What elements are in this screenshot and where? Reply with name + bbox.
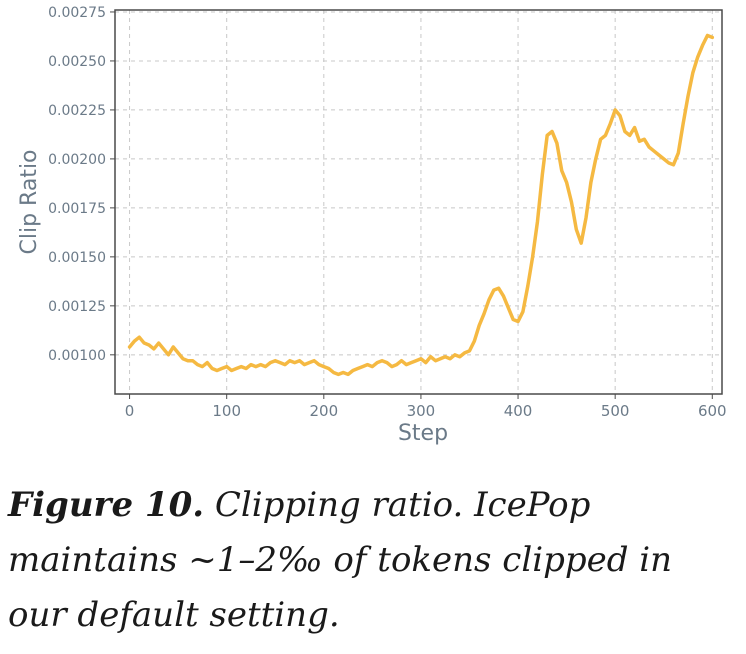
x-axis-ticks: 0 100 200 300 400 500 600 <box>125 394 727 420</box>
y-axis-label: Clip Ratio <box>17 149 42 254</box>
x-tick-label: 600 <box>698 402 727 420</box>
plot-frame <box>114 9 723 395</box>
x-tick-label: 0 <box>125 402 135 420</box>
x-tick-label: 100 <box>212 402 241 420</box>
y-tick-label: 0.00225 <box>48 103 106 119</box>
clip-ratio-line <box>127 33 715 377</box>
clip-ratio-chart: 0 100 200 300 400 500 600 0.00100 0.00125 0.0015… <box>17 5 727 446</box>
y-tick-label: 0.00100 <box>48 348 106 364</box>
figure-caption: Figure 10. Clipping ratio. IcePop mainta… <box>8 478 738 643</box>
series-group <box>127 33 715 377</box>
y-tick-label: 0.00275 <box>48 5 106 21</box>
caption-text: Clipping ratio. IcePop maintains ~1–2‰ o… <box>8 485 673 635</box>
x-tick-label: 400 <box>504 402 533 420</box>
x-tick-label: 500 <box>601 402 630 420</box>
y-tick-label: 0.00125 <box>48 299 106 315</box>
figure-label: Figure 10. <box>8 485 205 525</box>
y-tick-label: 0.00175 <box>48 201 106 217</box>
y-tick-label: 0.00250 <box>48 54 106 70</box>
y-tick-label: 0.00200 <box>48 152 106 168</box>
chart-container: 0 100 200 300 400 500 600 0.00100 0.00125 0.0015… <box>17 5 727 446</box>
x-tick-label: 200 <box>309 402 338 420</box>
x-axis-label: Step <box>398 421 448 446</box>
x-tick-label: 300 <box>407 402 436 420</box>
y-axis-ticks: 0.00100 0.00125 0.00150 0.00175 0.00200 0.002… <box>48 5 115 364</box>
grid-lines <box>115 10 722 394</box>
y-tick-label: 0.00150 <box>48 250 106 266</box>
